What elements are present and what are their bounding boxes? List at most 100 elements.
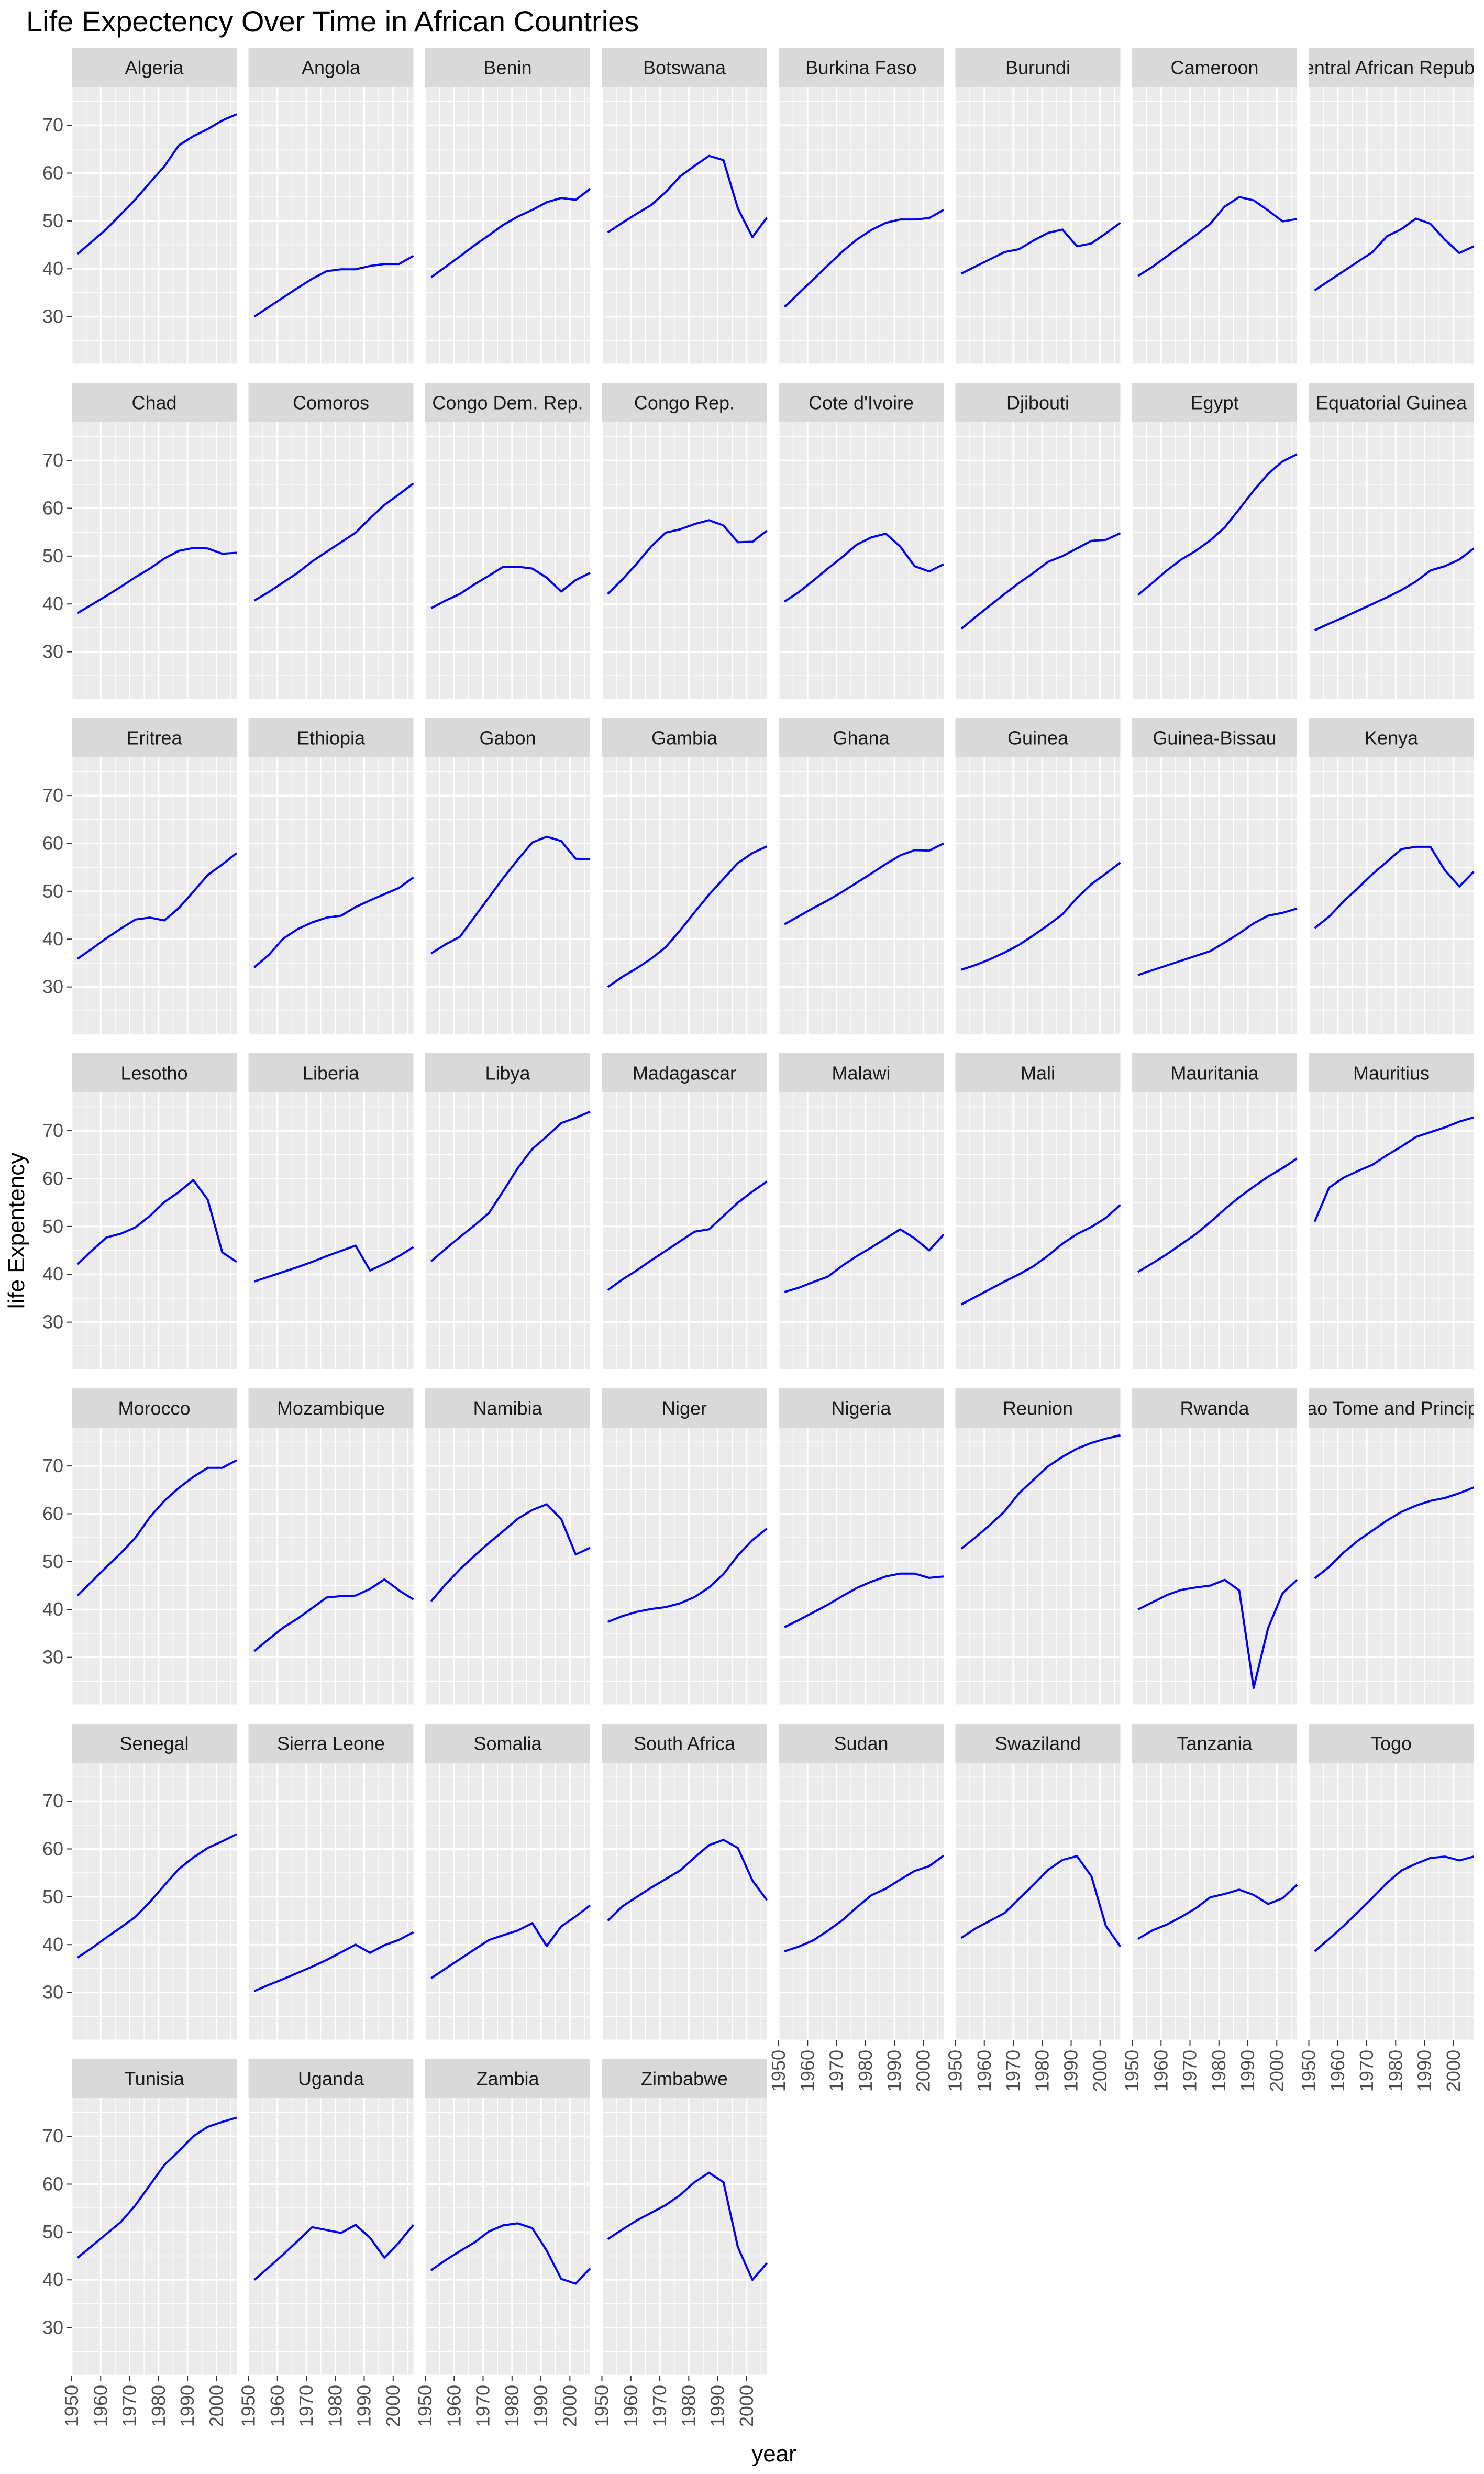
facet-strip-label: Swaziland (995, 1733, 1081, 1754)
facet-strip (1132, 718, 1297, 757)
facet-series-line (784, 1572, 944, 1628)
x-tick-label: 2000 (559, 2385, 580, 2427)
facet-panel (1309, 1092, 1474, 1370)
facet-grid-lines (424, 1092, 590, 1371)
facet-grid-lines (1131, 87, 1297, 366)
facet-series-line (76, 113, 237, 255)
facet-panel (1132, 1428, 1297, 1705)
facet-eritrea: Eritrea 30 40 50 60 70 (42, 718, 238, 1036)
facet-panel (955, 87, 1121, 365)
facet-grid-lines (71, 87, 237, 366)
facet-series-line (430, 835, 591, 955)
facet-togo: Togo (1308, 1724, 1475, 2041)
y-tick-label: 30 (42, 1311, 63, 1333)
facet-strip-label: Zimbabwe (641, 2068, 728, 2090)
facet-panel (779, 1763, 944, 2040)
facet-strip (779, 1053, 944, 1092)
facet-panel (72, 2098, 237, 2376)
y-tick-label: 30 (42, 306, 63, 327)
facet-strip (955, 48, 1121, 87)
x-tick-label: 1980 (1385, 2050, 1406, 2092)
y-tick-label: 40 (42, 1598, 63, 1620)
y-tick-label: 70 (42, 2125, 63, 2147)
facet-grid-lines (248, 87, 414, 366)
facet-panel (1309, 1763, 1474, 2040)
y-tick-label: 40 (42, 2269, 63, 2290)
facet-burkina-faso: Burkina Faso (778, 48, 944, 366)
facet-series-line (783, 209, 944, 308)
facet-series-line (76, 1459, 237, 1597)
facet-series-line (430, 1503, 591, 1603)
facet-strip-label: Lesotho (120, 1063, 187, 1084)
facet-uganda: Uganda (248, 2059, 415, 2377)
facet-series-line (607, 845, 768, 988)
facet-panel (1309, 757, 1474, 1035)
facet-grid-lines (1308, 422, 1474, 701)
x-tick-label: 1990 (883, 2050, 905, 2092)
facet-strip (72, 2059, 237, 2098)
facet-grid-lines (248, 1092, 414, 1371)
facet-strip (425, 718, 590, 757)
facet-strip-label: Ghana (833, 727, 890, 749)
facet-series-line (1137, 1157, 1298, 1273)
y-tick-label: 60 (42, 1503, 63, 1524)
facet-grid-lines (248, 422, 414, 701)
facet-panel (1132, 757, 1297, 1035)
facet-grid-lines (778, 757, 944, 1036)
facet-strip-label: Ethiopia (297, 727, 366, 749)
facet-libya: Libya (424, 1053, 591, 1371)
facet-panel (248, 87, 414, 365)
facet-comoros: Comoros (248, 383, 414, 701)
facet-series-line (960, 862, 1121, 971)
x-tick-label: 1980 (855, 2050, 876, 2092)
facet-panel (1132, 1092, 1297, 1370)
facet-strip (248, 1053, 414, 1092)
x-tick-label: 1980 (148, 2385, 169, 2427)
facet-grid-lines (71, 422, 237, 701)
facet-panel (248, 2098, 414, 2376)
x-tick-label: 1960 (443, 2385, 464, 2427)
facet-djibouti: Djibouti (955, 383, 1121, 701)
facet-panel (1309, 422, 1474, 700)
facet-morocco: Morocco 30 40 50 60 70 (42, 1388, 237, 1706)
facet-grid-lines (1131, 1092, 1297, 1371)
facet-strip (248, 48, 414, 87)
x-tick-label: 1990 (176, 2385, 198, 2427)
facet-strip (602, 1724, 767, 1763)
facet-egypt: Egypt (1131, 383, 1298, 701)
facet-panel (425, 87, 590, 365)
facet-strip-label: Niger (662, 1398, 707, 1419)
x-tick-label: 2000 (205, 2385, 227, 2427)
facet-strip-label: Malawi (832, 1063, 890, 1084)
facet-strip-label: Zambia (476, 2068, 539, 2090)
x-tick-label: 1980 (1208, 2050, 1230, 2092)
facet-strip-label: Benin (483, 57, 531, 79)
facet-tanzania: Tanzania (1131, 1724, 1298, 2041)
facet-series-line (1137, 1884, 1298, 1940)
x-tick-label: 1960 (267, 2385, 288, 2427)
facet-tunisia: Tunisia 30 40 50 60 70 (42, 2059, 237, 2377)
x-tick-label: 1960 (620, 2385, 641, 2427)
facet-strip (72, 1388, 237, 1428)
facet-panel (779, 757, 944, 1035)
facet-mozambique: Mozambique (248, 1388, 414, 1706)
facet-strip-label: Mauritania (1170, 1063, 1259, 1084)
x-tick-label: 2000 (1089, 2050, 1111, 2092)
facet-strip (248, 2059, 414, 2098)
x-tick-label: 2000 (1266, 2050, 1287, 2092)
facet-strip (602, 1388, 767, 1428)
y-tick-label: 70 (42, 1120, 63, 1141)
facet-strip (955, 718, 1121, 757)
facet-series-line (1137, 907, 1298, 976)
facet-chad: Chad 30 40 50 60 70 (42, 383, 237, 701)
facet-strip (1132, 1724, 1297, 1763)
facet-angola: Angola (248, 48, 414, 366)
facet-strip (72, 1053, 237, 1092)
facet-strip-label: Central African Republic (1290, 57, 1484, 79)
x-tick-label: 1950 (768, 2050, 789, 2092)
facet-series-line (253, 255, 414, 318)
facet-strip (425, 383, 590, 422)
facet-strip (72, 48, 237, 87)
facet-grid-lines (71, 1763, 237, 2041)
facet-zimbabwe: Zimbabwe (601, 2059, 768, 2377)
